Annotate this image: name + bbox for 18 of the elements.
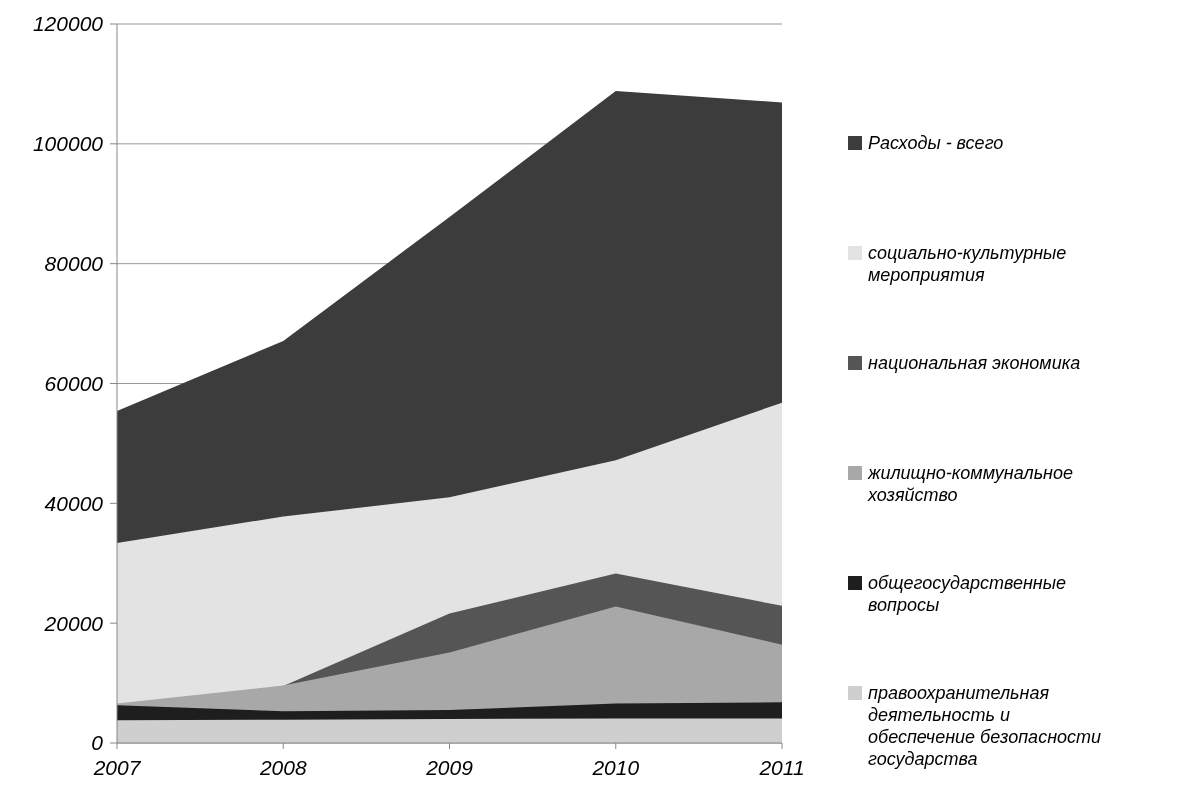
y-tick-label: 120000 (32, 12, 104, 36)
legend-label: жилищно-коммунальное хозяйство (867, 463, 1074, 506)
legend-label: Расходы - всего (868, 133, 1004, 154)
x-tick-label: 2011 (758, 756, 805, 779)
x-tick-label: 2009 (425, 756, 474, 779)
x-tick-label: 2007 (92, 756, 142, 779)
y-tick-label: 60000 (44, 371, 104, 395)
x-tick-label: 2008 (258, 756, 307, 779)
y-tick-label: 80000 (44, 252, 104, 276)
x-tick-label: 2010 (591, 756, 640, 779)
legend-label: социально-культурные мероприятия (868, 243, 1067, 286)
legend-label: национальная экономика (868, 353, 1081, 374)
y-tick-label: 0 (91, 731, 104, 755)
legend-label: общегосударственные вопросы (868, 573, 1066, 616)
legend-label: правоохранительная деятельность и обеспечение безопасности государства (868, 683, 1102, 770)
y-tick-label: 20000 (43, 611, 104, 635)
y-tick-label: 40000 (44, 491, 104, 515)
y-tick-label: 100000 (32, 132, 104, 156)
